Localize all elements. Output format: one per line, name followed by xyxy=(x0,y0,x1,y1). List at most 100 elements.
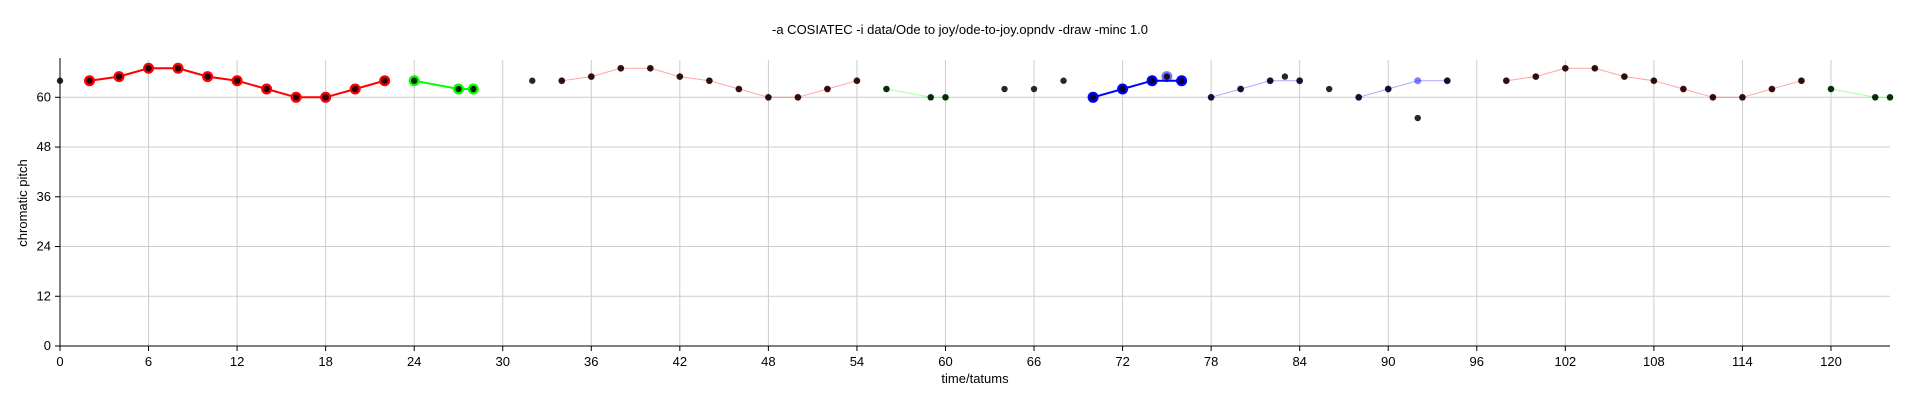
x-tick-label: 24 xyxy=(407,354,421,369)
data-point xyxy=(1178,77,1185,84)
data-point xyxy=(529,77,536,84)
data-point xyxy=(1296,77,1303,84)
data-point xyxy=(1119,85,1126,93)
data-point xyxy=(1562,65,1569,72)
data-point xyxy=(1385,85,1392,93)
data-point xyxy=(1207,94,1215,101)
data-point xyxy=(853,77,861,84)
data-point xyxy=(1739,94,1746,101)
data-point xyxy=(1827,85,1835,93)
data-point xyxy=(292,94,300,101)
data-point xyxy=(1444,77,1451,84)
series-2-occurrence-line xyxy=(1358,80,1448,98)
data-point xyxy=(351,85,359,93)
data-point xyxy=(381,77,388,84)
x-tick-label: 120 xyxy=(1820,354,1842,369)
data-point xyxy=(706,77,713,84)
data-point xyxy=(174,65,182,72)
y-axis-label: chromatic pitch xyxy=(15,159,30,246)
data-point xyxy=(1650,77,1658,84)
grid-lines xyxy=(59,60,1890,347)
y-tick-label: 60 xyxy=(37,89,51,104)
x-tick-label: 54 xyxy=(850,354,864,369)
data-point xyxy=(1768,85,1776,93)
x-tick-label: 12 xyxy=(230,354,244,369)
series-1-occurrence-line xyxy=(414,79,474,90)
base-points xyxy=(56,65,1894,122)
data-point xyxy=(470,85,477,93)
data-point xyxy=(1325,85,1333,93)
data-point xyxy=(676,73,684,80)
y-tick-label: 24 xyxy=(37,239,51,254)
data-point xyxy=(883,85,890,93)
data-point xyxy=(1503,77,1510,84)
x-tick-label: 84 xyxy=(1292,354,1306,369)
data-point xyxy=(410,77,418,84)
series-2-point xyxy=(1414,77,1422,85)
x-tick-label: 60 xyxy=(938,354,952,369)
data-point xyxy=(1798,77,1805,84)
chart-title: -a COSIATEC -i data/Ode to joy/ode-to-jo… xyxy=(772,22,1148,37)
data-point xyxy=(588,73,595,80)
data-point xyxy=(647,65,654,72)
data-point xyxy=(233,77,241,84)
data-point xyxy=(1709,94,1717,101)
x-tick-label: 42 xyxy=(673,354,687,369)
x-tick-label: 0 xyxy=(56,354,63,369)
series-2-occurrence-line xyxy=(1092,79,1182,99)
axes: 0 6 12 18 24 30 36 42 48 54 60 66 72 78 84 90 96 102 108 11… xyxy=(37,58,1890,369)
data-point xyxy=(1886,94,1894,101)
x-tick-label: 18 xyxy=(318,354,332,369)
data-point xyxy=(204,73,211,80)
data-point xyxy=(765,94,772,101)
x-tick-label: 114 xyxy=(1732,354,1753,369)
x-tick-label: 90 xyxy=(1381,354,1395,369)
data-point xyxy=(1414,114,1421,122)
data-point xyxy=(1532,73,1540,80)
x-tick-label: 30 xyxy=(496,354,510,369)
x-tick-label: 72 xyxy=(1115,354,1129,369)
data-point xyxy=(1266,77,1274,84)
data-point xyxy=(1148,77,1156,84)
data-point xyxy=(56,77,64,84)
data-point xyxy=(86,77,93,84)
data-point xyxy=(1621,73,1628,80)
data-point xyxy=(455,85,462,93)
data-point xyxy=(1163,73,1171,80)
y-tick-label: 48 xyxy=(37,139,51,154)
data-point xyxy=(115,73,123,80)
data-point xyxy=(1680,85,1687,93)
data-point xyxy=(1060,77,1067,84)
data-point xyxy=(942,94,949,101)
data-point xyxy=(145,65,152,72)
data-point xyxy=(824,85,831,93)
y-tick-label: 0 xyxy=(44,338,51,353)
x-axis-label: time/tatums xyxy=(941,371,1009,386)
x-tick-label: 48 xyxy=(761,354,775,369)
x-tick-label: 66 xyxy=(1027,354,1041,369)
series-layer xyxy=(84,62,1894,103)
x-tick-label: 36 xyxy=(584,354,598,369)
data-point xyxy=(1237,85,1244,93)
y-tick-label: 12 xyxy=(37,288,51,303)
x-tick-label: 96 xyxy=(1470,354,1484,369)
series-1-occurrence-line xyxy=(1830,88,1890,98)
data-point xyxy=(263,85,270,93)
series-1-occurrence-line xyxy=(886,88,946,98)
data-point xyxy=(794,94,802,101)
data-point xyxy=(927,94,934,101)
series-2-occurrence-line xyxy=(1210,80,1300,98)
data-point xyxy=(322,94,329,101)
data-point xyxy=(1355,94,1362,101)
x-tick-label: 108 xyxy=(1643,354,1665,369)
data-point xyxy=(1089,94,1097,101)
x-tick-label: 6 xyxy=(145,354,152,369)
data-point xyxy=(617,65,625,72)
data-point xyxy=(558,77,565,84)
data-point xyxy=(1030,85,1038,93)
x-tick-label: 102 xyxy=(1554,354,1576,369)
data-point xyxy=(1001,85,1008,93)
y-tick-label: 36 xyxy=(37,189,51,204)
data-point xyxy=(1591,65,1599,72)
